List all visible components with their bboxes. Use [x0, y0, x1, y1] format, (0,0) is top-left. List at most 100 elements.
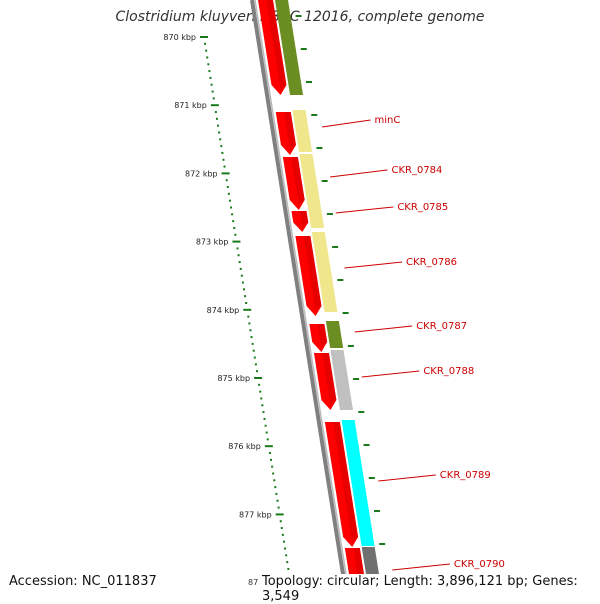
cds-arrow [291, 211, 309, 232]
scale-minor-dot [252, 349, 255, 352]
scale-minor-dot [248, 322, 251, 325]
scale-minor-dot [221, 151, 224, 154]
scale-tick-label: 873 kbp [196, 238, 229, 247]
gene-label: CKR_0788 [423, 366, 474, 377]
gene-class-band [275, 0, 304, 95]
scale-minor-dot [270, 458, 273, 461]
scale-minor-dot [275, 492, 278, 495]
gene-class-band [292, 110, 313, 152]
scale-minor-dot [276, 499, 279, 502]
scale-tick-label: 871 kbp [174, 101, 207, 110]
scale-minor-dot [223, 165, 226, 168]
scale-minor-dot [286, 561, 289, 564]
scale-tick-label: 870 kbp [163, 33, 196, 42]
gene-leader-line [329, 169, 388, 178]
gene-label: CKR_0785 [397, 202, 448, 213]
scale-tick-label: 877 kbp [239, 510, 272, 519]
gene-class-band [299, 154, 325, 228]
scale-minor-dot [209, 76, 212, 79]
scale-minor-dot [214, 111, 217, 114]
scale-minor-dot [249, 329, 252, 332]
scale-minor-dot [281, 533, 284, 536]
scale-minor-dot [268, 452, 271, 455]
accession-text: Accession: NC_011837 [9, 574, 157, 589]
scale-minor-dot [220, 145, 223, 148]
cds-arrow-shade [299, 211, 309, 228]
cds-arrow-shade [266, 0, 287, 90]
scale-minor-dot [228, 199, 231, 202]
scale-minor-dot [207, 63, 210, 66]
backbone-layer [250, 0, 351, 600]
cds-arrow [282, 157, 305, 210]
scale-layer: 870 kbp 871 kbp 872 kbp 873 kbp 874 kbp 875 k… [163, 33, 291, 577]
scale-minor-dot [245, 301, 248, 304]
gene-label-layer: minC CKR_0784 CKR_0785 CKR_0786 CKR_0787 CKR_… [322, 115, 505, 571]
scale-minor-dot [204, 42, 207, 45]
scale-minor-dot [217, 124, 220, 127]
gene-leader-line [335, 206, 394, 214]
scale-minor-dot [250, 336, 253, 339]
scale-tick-label: 876 kbp [228, 442, 261, 451]
cds-arrow-shade [291, 157, 305, 205]
scale-minor-dot [233, 226, 236, 229]
scale-minor-dot [271, 465, 274, 468]
gene-label: CKR_0789 [440, 470, 491, 481]
scale-minor-dot [274, 486, 277, 489]
scale-tick-label: 875 kbp [217, 374, 250, 383]
scale-minor-dot [238, 261, 241, 264]
scale-minor-dot [261, 404, 264, 407]
scale-minor-dot [282, 540, 285, 543]
gene-leader-line [344, 261, 403, 269]
scale-minor-dot [226, 186, 229, 189]
gene-class-band [325, 321, 344, 348]
scale-minor-dot [241, 281, 244, 284]
scale-minor-dot [280, 527, 283, 530]
scale-minor-dot [287, 567, 290, 570]
scale-minor-dot [263, 417, 266, 420]
scale-minor-dot [205, 49, 208, 52]
gene-class-band [341, 420, 375, 546]
scale-minor-dot [242, 288, 245, 291]
scale-minor-dot [266, 438, 269, 441]
scale-minor-dot [251, 342, 254, 345]
scale-minor-dot [231, 213, 234, 216]
cds-arrow [275, 112, 296, 155]
scale-minor-dot [244, 295, 247, 298]
scale-minor-dot [215, 117, 218, 120]
cds-arrow-shade [333, 422, 359, 542]
scale-minor-dot [206, 56, 209, 59]
gene-leader-line [392, 563, 450, 571]
gene-leader-line [361, 370, 420, 378]
cds-arrow [295, 236, 322, 316]
scale-minor-dot [284, 547, 287, 550]
scale-minor-dot [259, 390, 262, 393]
topology-text: Topology: circular; Length: 3,896,121 bp… [261, 574, 600, 604]
scale-minor-dot [234, 233, 237, 236]
scale-tick-label: 874 kbp [207, 306, 240, 315]
scale-minor-dot [212, 97, 215, 100]
gene-label: CKR_0784 [391, 165, 442, 176]
feature-layer [258, 0, 391, 598]
scale-minor-dot [273, 479, 276, 482]
scale-minor-dot [253, 356, 256, 359]
scale-minor-dot [264, 424, 267, 427]
scale-minor-dot [222, 158, 225, 161]
scale-minor-dot [262, 411, 265, 414]
scale-minor-dot [285, 554, 288, 557]
gene-leader-line [354, 325, 413, 333]
cds-arrow [324, 422, 359, 547]
scale-minor-dot [225, 179, 228, 182]
cds-arrow-shade [322, 353, 337, 405]
cds-arrow [313, 353, 337, 410]
gene-class-band [311, 232, 338, 312]
scale-minor-dot [240, 274, 243, 277]
scale-minor-dot [272, 472, 275, 475]
scale-minor-dot [218, 131, 221, 134]
scale-minor-dot [210, 83, 213, 86]
gene-label: minC [375, 115, 401, 126]
scale-minor-dot [265, 431, 268, 434]
scale-minor-dot [219, 138, 222, 141]
scale-minor-dot [208, 70, 211, 73]
gene-leader-line [378, 474, 436, 482]
